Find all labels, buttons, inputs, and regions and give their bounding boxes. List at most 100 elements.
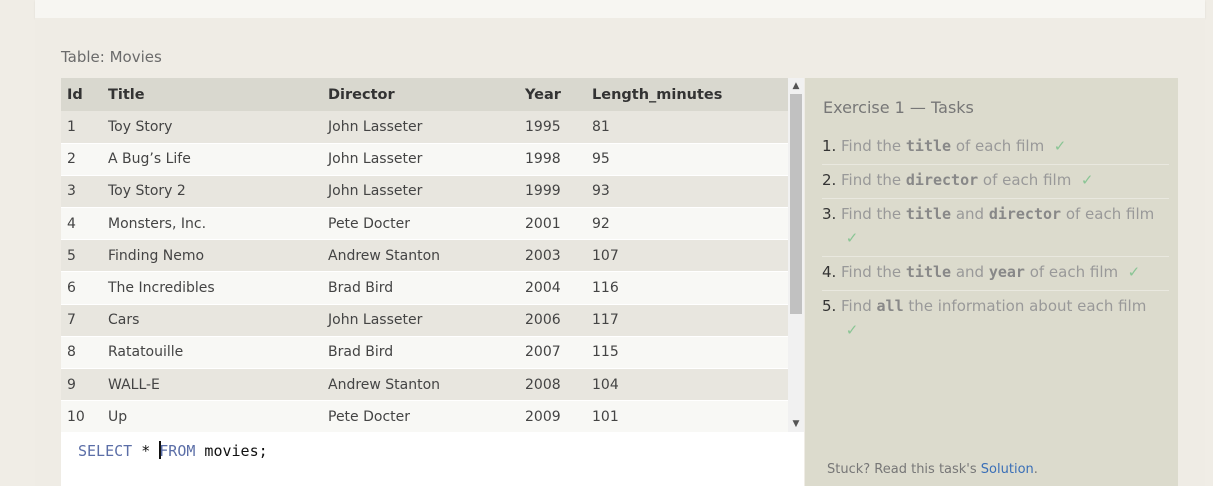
task-text: Find the — [841, 263, 906, 281]
check-icon: ✓ — [1080, 171, 1094, 189]
task-text: Find the — [841, 205, 906, 223]
task-item-4: 4. Find the title and year of each film … — [822, 257, 1169, 291]
cell-title: WALL-E — [108, 376, 160, 393]
cell-id: 6 — [67, 280, 76, 297]
task-number: 3. — [822, 205, 837, 223]
cell-length: 104 — [592, 376, 619, 393]
stuck-hint: Stuck? Read this task's Solution. — [827, 462, 1038, 477]
table-row: 3 Toy Story 2 John Lasseter 1999 93 — [61, 175, 788, 208]
table-row: 2 A Bug’s Life John Lasseter 1998 95 — [61, 143, 788, 176]
cell-director: John Lasseter — [328, 183, 423, 200]
cell-id: 9 — [67, 376, 76, 393]
task-text: of each film — [1061, 205, 1155, 223]
cell-title: Cars — [108, 312, 140, 329]
cell-length: 117 — [592, 312, 619, 329]
cell-director: Andrew Stanton — [328, 376, 441, 393]
tasks-panel: Exercise 1 — Tasks 1. Find the title of … — [805, 78, 1178, 486]
check-icon: ✓ — [1127, 263, 1141, 281]
cell-length: 81 — [592, 118, 610, 135]
cell-length: 95 — [592, 151, 610, 168]
task-code: title — [905, 263, 952, 281]
table-row: 6 The Incredibles Brad Bird 2004 116 — [61, 271, 788, 305]
scroll-up-icon[interactable]: ▲ — [792, 81, 800, 91]
task-text: Find — [841, 297, 877, 315]
task-text: of each film — [951, 137, 1045, 155]
results-table-container: Id Title Director Year Length_minutes 1 T… — [61, 78, 804, 433]
task-code: director — [905, 171, 979, 189]
cell-id: 1 — [67, 118, 76, 135]
scroll-thumb[interactable] — [790, 94, 802, 314]
task-list: 1. Find the title of each film ✓ 2. Find… — [822, 131, 1169, 348]
text-cursor — [159, 441, 162, 459]
solution-link[interactable]: Solution — [980, 462, 1034, 477]
task-item-2: 2. Find the director of each film ✓ — [822, 165, 1169, 199]
task-text: of each film — [1024, 263, 1119, 281]
cell-year: 2001 — [525, 215, 561, 232]
table-label: Table: Movies — [61, 48, 162, 66]
task-code: director — [988, 205, 1062, 223]
cell-director: Brad Bird — [328, 344, 394, 361]
tasks-title: Exercise 1 — Tasks — [823, 98, 974, 117]
table-scrollbar[interactable]: ▲ ▼ — [788, 78, 804, 432]
task-code: year — [988, 263, 1025, 281]
task-number: 5. — [822, 297, 837, 315]
cell-title: Toy Story — [108, 118, 173, 135]
cell-year: 1995 — [525, 118, 561, 135]
cell-director: John Lasseter — [328, 151, 423, 168]
task-item-1: 1. Find the title of each film ✓ — [822, 131, 1169, 165]
code-table: movies; — [195, 442, 268, 460]
cell-title: The Incredibles — [108, 280, 215, 297]
task-text: Find the — [841, 137, 906, 155]
cell-director: Pete Docter — [328, 215, 411, 232]
cell-title: Up — [108, 408, 128, 425]
stuck-text: Stuck? Read this task's — [827, 462, 981, 477]
cell-year: 2004 — [525, 280, 561, 297]
task-text: of each film — [978, 171, 1072, 189]
cell-year: 2006 — [525, 312, 561, 329]
task-text: Find the — [841, 171, 906, 189]
table-row: 9 WALL-E Andrew Stanton 2008 104 — [61, 368, 788, 401]
cell-length: 107 — [592, 247, 619, 264]
header-id: Id — [67, 86, 83, 103]
cell-id: 2 — [67, 151, 76, 168]
check-icon: ✓ — [845, 321, 859, 339]
cell-year: 2009 — [525, 408, 561, 425]
cell-length: 116 — [592, 280, 619, 297]
task-item-3: 3. Find the title and director of each f… — [822, 199, 1169, 257]
header-bar — [35, 0, 1205, 18]
scroll-down-icon[interactable]: ▼ — [792, 419, 800, 429]
header-title: Title — [108, 86, 145, 103]
cell-director: Brad Bird — [328, 280, 394, 297]
cell-title: Ratatouille — [108, 344, 184, 361]
header-year: Year — [525, 86, 561, 103]
sql-code[interactable]: SELECT * FROM movies; — [78, 441, 268, 460]
header-director: Director — [328, 86, 395, 103]
cell-id: 10 — [67, 408, 85, 425]
cell-director: Andrew Stanton — [328, 247, 441, 264]
task-number: 1. — [822, 137, 837, 155]
cell-title: A Bug’s Life — [108, 151, 191, 168]
cell-length: 92 — [592, 215, 610, 232]
cell-year: 1999 — [525, 183, 561, 200]
cell-id: 8 — [67, 344, 76, 361]
cell-id: 5 — [67, 247, 76, 264]
task-item-5: 5. Find all the information about each f… — [822, 291, 1169, 348]
keyword-select: SELECT — [78, 442, 133, 460]
sql-editor[interactable]: SELECT * FROM movies; — [61, 432, 804, 486]
task-code: title — [905, 205, 952, 223]
cell-year: 2003 — [525, 247, 561, 264]
cell-director: John Lasseter — [328, 118, 423, 135]
table-row: 1 Toy Story John Lasseter 1995 81 — [61, 111, 788, 144]
cell-year: 2007 — [525, 344, 561, 361]
stuck-end: . — [1033, 462, 1038, 477]
code-star: * — [132, 442, 160, 460]
cell-year: 2008 — [525, 376, 561, 393]
task-number: 4. — [822, 263, 837, 281]
task-text: and — [951, 263, 989, 281]
cell-title: Finding Nemo — [108, 247, 205, 264]
table-row: 4 Monsters, Inc. Pete Docter 2001 92 — [61, 207, 788, 240]
table-row: 8 Ratatouille Brad Bird 2007 115 — [61, 336, 788, 369]
table-row: 5 Finding Nemo Andrew Stanton 2003 107 — [61, 239, 788, 272]
check-icon: ✓ — [1053, 137, 1067, 155]
check-icon: ✓ — [845, 229, 859, 247]
